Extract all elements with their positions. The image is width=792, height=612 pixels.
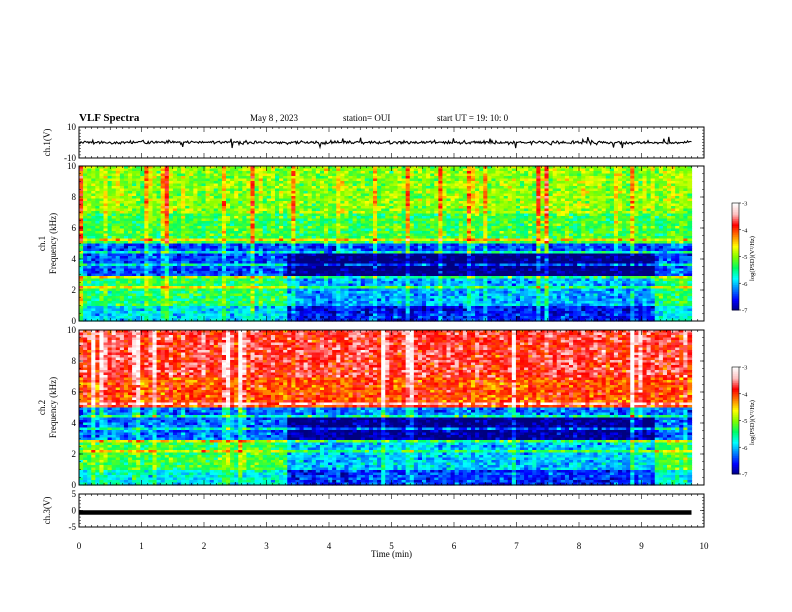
ch1-spectrogram xyxy=(79,166,692,322)
ch1-trace xyxy=(79,137,692,148)
